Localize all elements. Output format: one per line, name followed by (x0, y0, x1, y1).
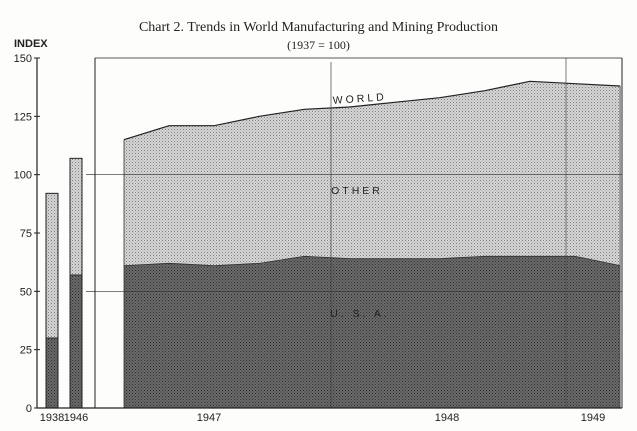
x-tick-label-1938: 1938 (40, 412, 64, 424)
bar-1946-other (69, 157, 83, 276)
y-tick-label-0: 0 (26, 403, 32, 415)
bar-1938-other (45, 192, 59, 339)
bar-1946-usa (69, 274, 83, 409)
y-tick-label-50: 50 (20, 286, 32, 298)
y-tick-label-25: 25 (20, 345, 32, 357)
y-tick-label-75: 75 (20, 228, 32, 240)
chart-title: Chart 2. Trends in World Manufacturing a… (138, 20, 499, 35)
series-label-world: WORLD (332, 91, 387, 107)
y-tick-label-100: 100 (14, 170, 32, 182)
x-tick-label-1948: 1948 (435, 412, 459, 424)
x-tick-label-1949: 1949 (581, 412, 605, 424)
area-usa (124, 256, 621, 408)
y-tick-label-125: 125 (14, 111, 32, 123)
y-tick-label-150: 150 (14, 53, 32, 65)
y-axis-label: INDEX (14, 38, 48, 50)
chart-subtitle: (1937 = 100) (287, 38, 350, 52)
series-label-other: OTHER (331, 185, 383, 197)
series-label-usa: U. S. A. (330, 308, 390, 320)
x-tick-label-1946: 1946 (64, 412, 88, 424)
x-tick-label-1947: 1947 (197, 412, 221, 424)
usa-line (123, 255, 621, 267)
bar-1938-usa (45, 337, 59, 409)
area-other (124, 81, 621, 266)
world-line (123, 80, 621, 141)
